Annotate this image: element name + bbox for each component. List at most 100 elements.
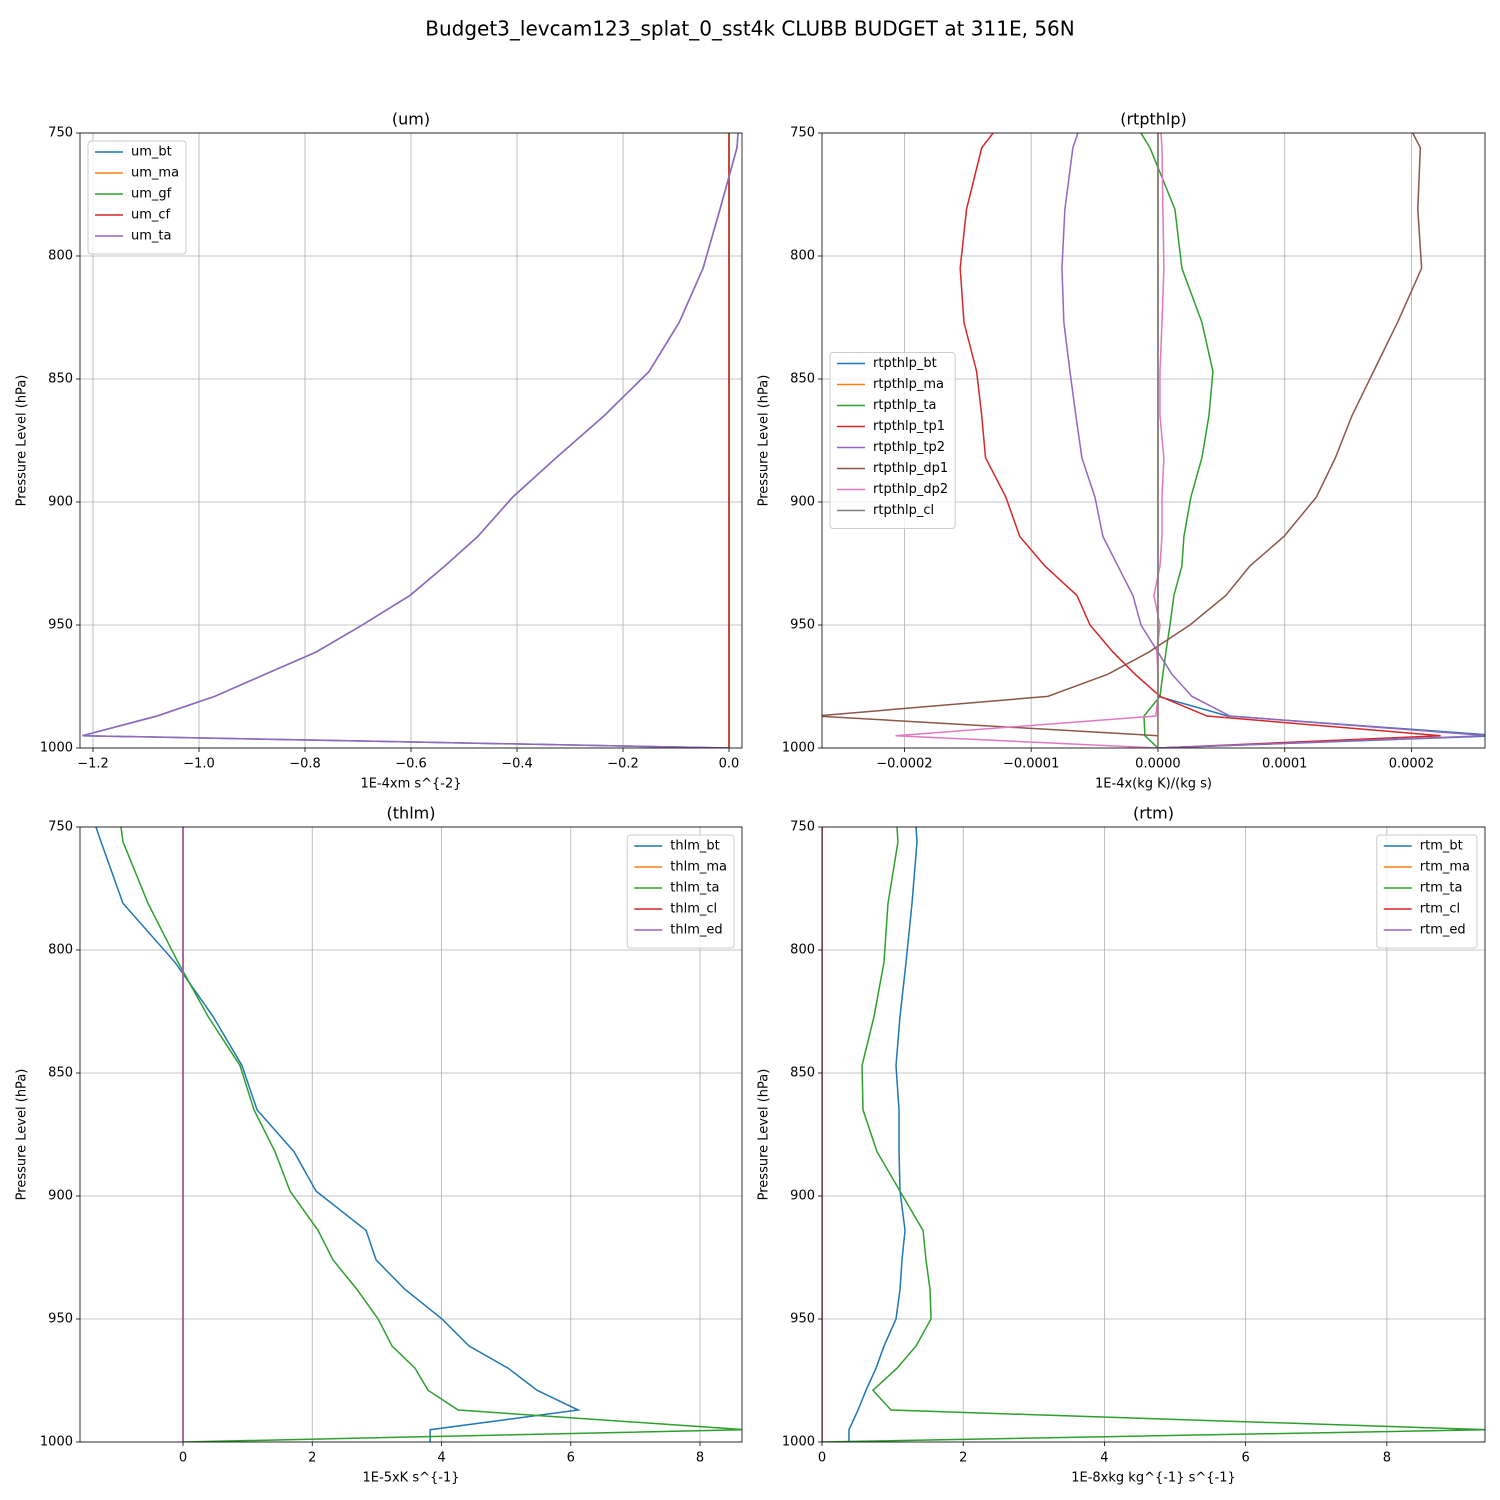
y-tick-label: 900 (790, 495, 815, 510)
x-tick-label: 0 (179, 1451, 187, 1466)
y-tick-label: 1000 (40, 741, 73, 756)
x-tick-label: 2 (959, 1451, 967, 1466)
panel-title: (rtm) (1133, 804, 1174, 823)
y-tick-label: 900 (48, 1189, 73, 1204)
legend-box (829, 352, 956, 529)
y-tick-label: 850 (790, 372, 815, 387)
data-line (120, 827, 742, 1442)
x-tick-label: 8 (696, 1451, 704, 1466)
y-tick-label: 750 (48, 820, 73, 835)
y-tick-label: 1000 (40, 1435, 73, 1450)
legend-label: um_cf (131, 208, 171, 223)
x-tick-label: 4 (437, 1451, 445, 1466)
x-tick-label: 8 (1383, 1451, 1391, 1466)
y-tick-label: 800 (48, 943, 73, 958)
x-tick-label: −0.0001 (1003, 757, 1059, 772)
x-axis-label: 1E-4x(kg K)/(kg s) (1095, 777, 1212, 792)
plot-lines (82, 133, 739, 748)
legend-label: rtm_bt (1420, 839, 1463, 854)
y-tick-label: 900 (790, 1189, 815, 1204)
plot-lines (822, 827, 1485, 1442)
data-line (822, 827, 1485, 1442)
legend: um_bt um_ma um_gf um_cf um_ta (87, 140, 187, 255)
legend-label: rtm_ed (1420, 923, 1466, 938)
plot-frame (79, 826, 743, 1443)
legend-label: thlm_ma (670, 860, 727, 875)
x-tick-label: −1.2 (77, 757, 109, 772)
legend: rtpthlp_bt rtpthlp_ma rtpthlp_ta rtpthlp_tp… (829, 352, 956, 529)
legend-box (626, 834, 735, 949)
legend-label: thlm_ed (670, 923, 722, 938)
legend-label: rtm_ta (1420, 881, 1463, 896)
legend-box (1376, 834, 1478, 949)
data-line (1061, 133, 1485, 748)
legend-box (87, 140, 187, 255)
x-tick-label: −0.6 (395, 757, 427, 772)
x-tick-label: 4 (1100, 1451, 1108, 1466)
x-tick-label: 0.0000 (1135, 757, 1181, 772)
y-axis-label: Pressure Level (hPa) (15, 1069, 30, 1201)
data-line (848, 827, 918, 1442)
y-tick-label: 900 (48, 495, 73, 510)
x-tick-label: 0.0 (719, 757, 740, 772)
legend: rtm_bt rtm_ma rtm_ta rtm_cl rtm_ed (1376, 834, 1478, 949)
y-axis-label: Pressure Level (hPa) (757, 375, 772, 507)
legend-label: rtpthlp_dp1 (873, 461, 948, 476)
data-line (1140, 133, 1214, 748)
x-axis-label: 1E-5xK s^{-1} (363, 1471, 460, 1486)
x-tick-label: −1.0 (183, 757, 215, 772)
y-tick-label: 950 (790, 1312, 815, 1327)
x-tick-label: −0.4 (501, 757, 533, 772)
data-line (82, 133, 739, 748)
y-tick-label: 800 (790, 249, 815, 264)
plot-lines (95, 827, 742, 1442)
x-axis-label: 1E-8xkg kg^{-1} s^{-1} (1071, 1471, 1236, 1486)
panel-title: (um) (392, 110, 430, 129)
legend-label: rtpthlp_ma (873, 377, 944, 392)
legend-label: rtm_cl (1420, 902, 1460, 917)
x-tick-label: 0 (818, 1451, 826, 1466)
panel-title: (thlm) (387, 804, 436, 823)
legend-label: um_gf (131, 187, 172, 202)
y-tick-label: 750 (790, 126, 815, 141)
panel-title: (rtpthlp) (1120, 110, 1187, 129)
figure-title: Budget3_levcam123_splat_0_sst4k CLUBB BU… (425, 17, 1075, 41)
data-line (95, 827, 581, 1442)
plot-frame (79, 132, 743, 749)
x-tick-label: 2 (308, 1451, 316, 1466)
y-tick-label: 850 (790, 1066, 815, 1081)
x-axis-label: 1E-4xm s^{-2} (360, 777, 461, 792)
y-tick-label: 850 (48, 372, 73, 387)
data-line (1157, 133, 1485, 748)
legend: thlm_bt thlm_ma thlm_ta thlm_cl thlm_ed (626, 834, 735, 949)
legend-label: thlm_cl (670, 902, 717, 917)
y-tick-label: 750 (790, 820, 815, 835)
legend-label: thlm_bt (670, 839, 719, 854)
x-tick-label: 6 (567, 1451, 575, 1466)
y-tick-label: 800 (48, 249, 73, 264)
y-tick-label: 750 (48, 126, 73, 141)
x-tick-label: −0.2 (607, 757, 639, 772)
x-tick-label: −0.8 (289, 757, 321, 772)
plot-frame (821, 132, 1486, 749)
y-axis-label: Pressure Level (hPa) (15, 375, 30, 507)
y-tick-label: 950 (48, 1312, 73, 1327)
legend-label: um_ta (131, 229, 171, 244)
legend-label: rtm_ma (1420, 860, 1470, 875)
data-line (822, 133, 1423, 737)
x-tick-label: 0.0002 (1389, 757, 1435, 772)
legend-label: rtpthlp_tp1 (873, 419, 945, 434)
y-axis-label: Pressure Level (hPa) (757, 1069, 772, 1201)
plot-lines (822, 133, 1485, 748)
x-tick-label: −0.0002 (876, 757, 932, 772)
y-tick-label: 800 (790, 943, 815, 958)
legend-label: rtpthlp_tp2 (873, 440, 945, 455)
data-line (959, 133, 1441, 748)
legend-label: rtpthlp_cl (873, 503, 934, 518)
legend-label: rtpthlp_dp2 (873, 482, 948, 497)
plot-frame (821, 826, 1486, 1443)
y-tick-label: 950 (48, 618, 73, 633)
x-tick-label: 0.0001 (1262, 757, 1308, 772)
legend-label: rtpthlp_bt (873, 356, 937, 371)
